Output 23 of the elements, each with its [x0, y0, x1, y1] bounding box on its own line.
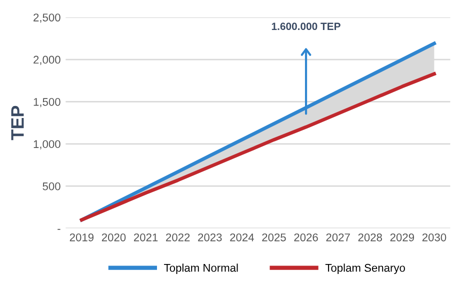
- legend-label: Toplam Senaryo: [325, 264, 405, 274]
- x-tick-label: 2025: [262, 233, 286, 242]
- y-axis-title: TEP: [11, 106, 24, 140]
- x-tick-label: 2026: [294, 233, 318, 242]
- x-tick-label: 2028: [358, 233, 382, 242]
- x-tick-label: 2030: [422, 233, 446, 242]
- x-tick-label: 2029: [390, 233, 414, 242]
- y-tick-label: 500: [42, 182, 60, 190]
- annotation: 1.600.000 TEP: [272, 22, 340, 30]
- x-tick-label: 2021: [134, 233, 158, 242]
- line-series: [80, 72, 436, 222]
- legend-label: Toplam Normal: [164, 264, 238, 274]
- y-tick-label: 1,500: [34, 98, 60, 108]
- x-tick-label: 2020: [102, 233, 126, 242]
- y-tick-label: 2,500: [34, 14, 60, 23]
- x-tick-label: 2019: [70, 233, 94, 242]
- x-tick-label: 2022: [166, 233, 190, 242]
- y-tick-label: 1,000: [34, 140, 60, 150]
- x-tick-label: 2024: [230, 233, 254, 242]
- x-tick-label: 2027: [326, 233, 350, 242]
- x-tick-label: 2023: [198, 233, 222, 242]
- y-tick-label: 2,000: [34, 56, 60, 65]
- y-tick-label: -: [58, 228, 60, 230]
